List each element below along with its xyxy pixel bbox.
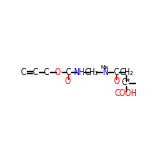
- Text: NH: NH: [74, 68, 85, 77]
- Text: O: O: [113, 77, 119, 86]
- Text: N: N: [102, 68, 108, 77]
- Text: Me: Me: [101, 65, 109, 70]
- Text: C: C: [44, 68, 49, 77]
- Text: CH₂: CH₂: [119, 68, 133, 77]
- Text: O: O: [55, 68, 61, 77]
- Text: C: C: [21, 68, 26, 77]
- Text: O: O: [65, 77, 71, 86]
- Text: C: C: [65, 68, 71, 77]
- Text: C*: C*: [122, 78, 131, 87]
- Text: C: C: [32, 68, 37, 77]
- Text: COOH: COOH: [115, 89, 138, 98]
- Text: C: C: [114, 68, 119, 77]
- Text: CH₂: CH₂: [85, 68, 99, 77]
